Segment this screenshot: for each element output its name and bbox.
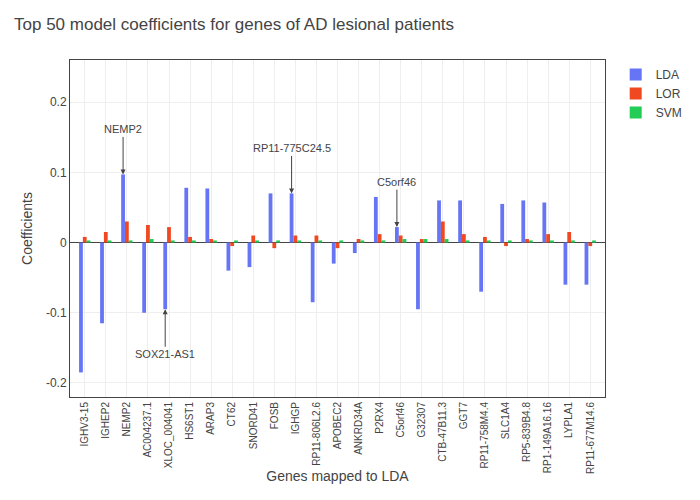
svg-text:RP11-758M4.4: RP11-758M4.4: [479, 402, 490, 469]
svg-text:SVM: SVM: [656, 106, 682, 120]
svg-text:CT62: CT62: [226, 402, 237, 427]
svg-text:0.1: 0.1: [50, 166, 67, 180]
svg-text:LDA: LDA: [656, 68, 679, 82]
svg-text:GGT7: GGT7: [458, 402, 469, 430]
svg-text:G32307: G32307: [416, 402, 427, 438]
svg-text:ARAP3: ARAP3: [205, 402, 216, 435]
svg-text:LOR: LOR: [656, 87, 681, 101]
svg-text:IGHV3-15: IGHV3-15: [79, 402, 90, 447]
svg-text:HS6ST1: HS6ST1: [184, 402, 195, 440]
svg-text:0: 0: [60, 236, 67, 250]
svg-text:C5orf46: C5orf46: [395, 402, 406, 438]
svg-text:CTB-47B11.3: CTB-47B11.3: [437, 402, 448, 462]
svg-text:RP11-677M14.6: RP11-677M14.6: [585, 402, 596, 475]
svg-text:NEMP2: NEMP2: [104, 123, 142, 135]
svg-text:RP5-839B4.8: RP5-839B4.8: [521, 402, 532, 462]
svg-text:IGHGP: IGHGP: [290, 402, 301, 435]
svg-text:Genes mapped to LDA: Genes mapped to LDA: [266, 468, 409, 484]
svg-text:SLC1A4: SLC1A4: [500, 402, 511, 440]
svg-text:Top 50 model coefficients for: Top 50 model coefficients for genes of A…: [14, 15, 454, 34]
svg-text:RP11-775C24.5: RP11-775C24.5: [253, 142, 331, 154]
svg-text:RP11-806L2.6: RP11-806L2.6: [311, 402, 322, 466]
svg-text:0.2: 0.2: [50, 95, 67, 109]
svg-text:IGHEP2: IGHEP2: [100, 402, 111, 439]
svg-text:SOX21-AS1: SOX21-AS1: [135, 348, 195, 360]
svg-text:P2RX4: P2RX4: [374, 402, 385, 434]
svg-text:LYPLA1: LYPLA1: [563, 402, 574, 438]
svg-text:-0.2: -0.2: [46, 376, 67, 390]
svg-text:Coefficients: Coefficients: [19, 192, 35, 265]
svg-text:SNORD41: SNORD41: [248, 402, 259, 450]
svg-text:APOBEC2: APOBEC2: [332, 402, 343, 450]
svg-text:RP1-149A16.16: RP1-149A16.16: [542, 402, 553, 474]
svg-text:FOSB: FOSB: [269, 402, 280, 430]
svg-text:NEMP2: NEMP2: [121, 402, 132, 437]
svg-text:C5orf46: C5orf46: [377, 176, 416, 188]
svg-text:-0.1: -0.1: [46, 306, 67, 320]
svg-text:XLOC_004041: XLOC_004041: [163, 402, 174, 469]
svg-text:AC004237.1: AC004237.1: [142, 402, 153, 458]
svg-text:ANKRD34A: ANKRD34A: [353, 402, 364, 455]
